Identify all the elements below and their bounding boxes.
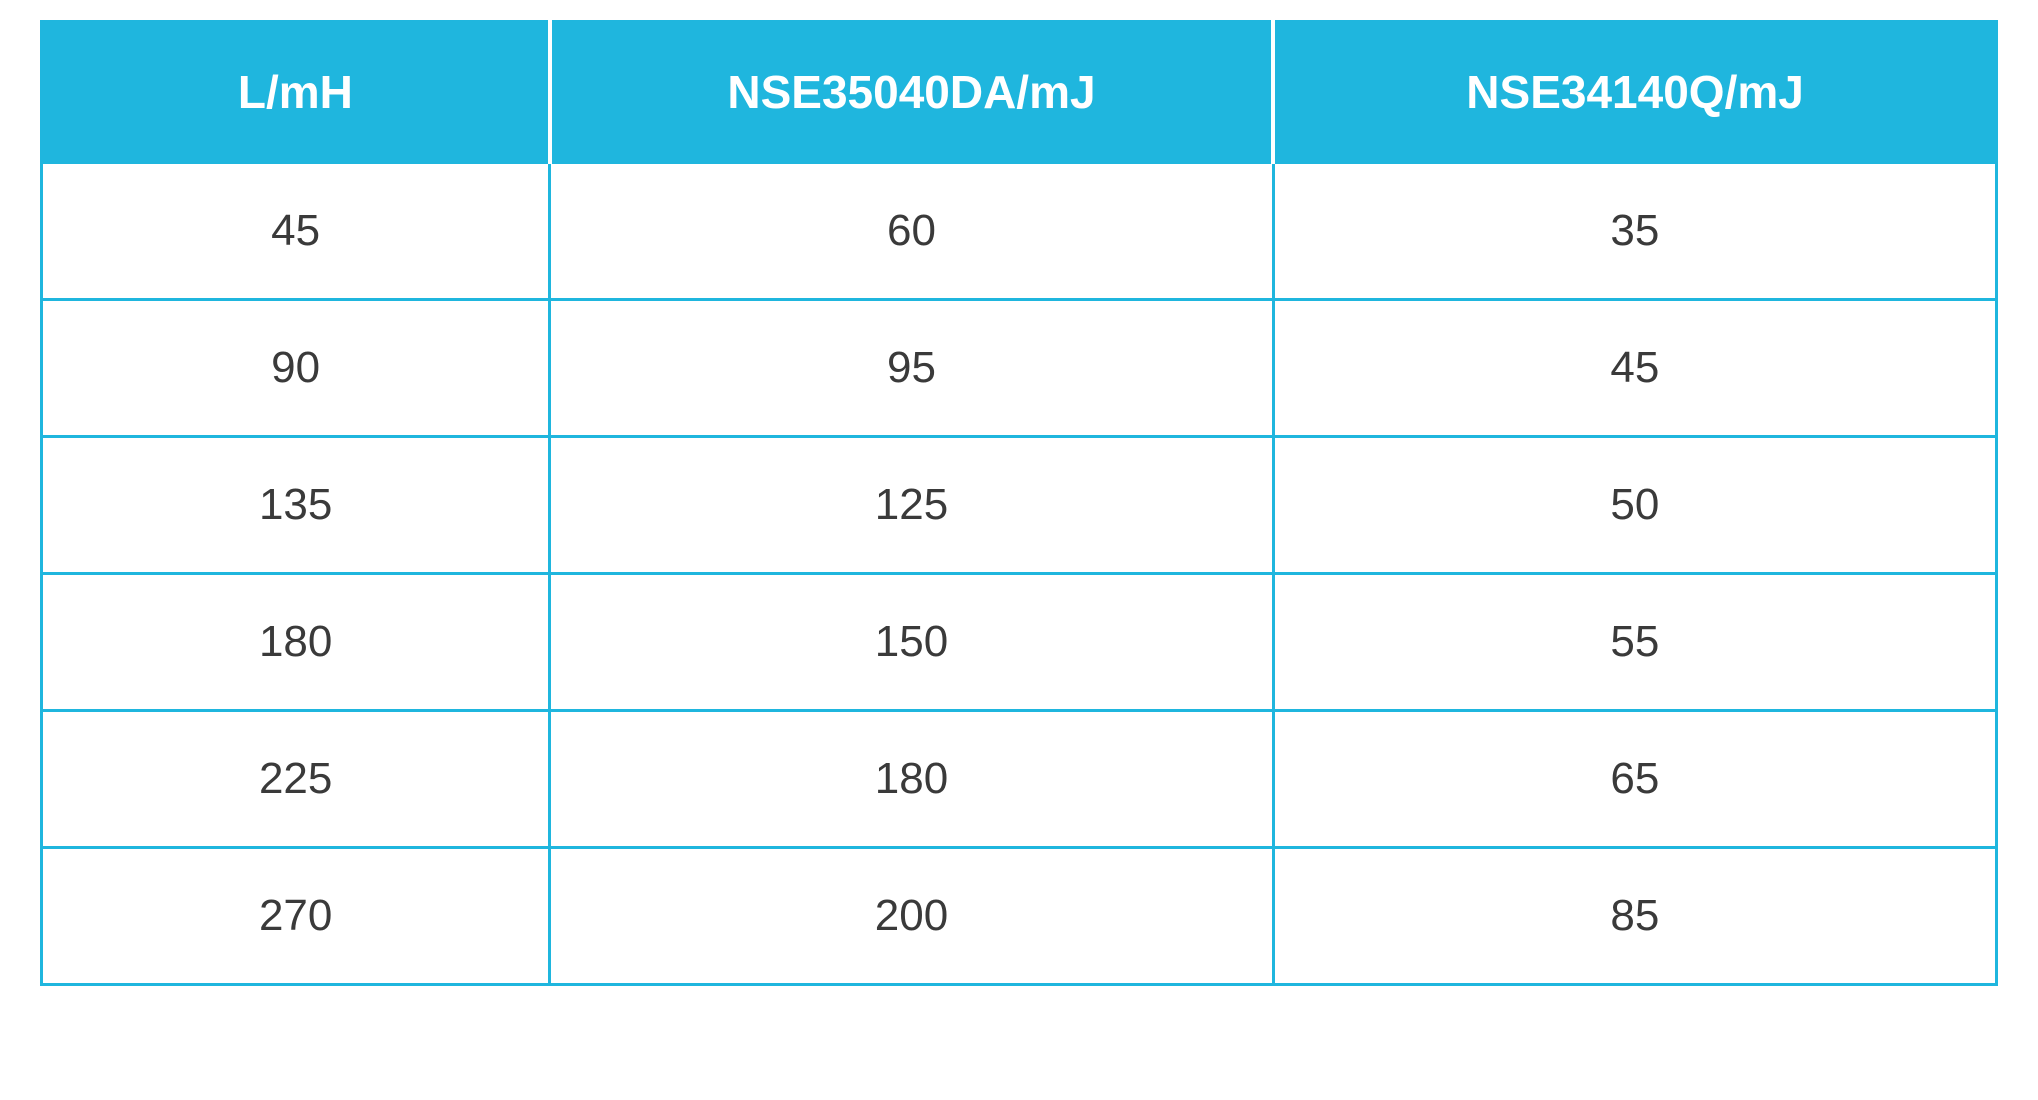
cell: 225 [42, 711, 550, 848]
cell: 90 [42, 300, 550, 437]
col-header-1: NSE35040DA/mJ [550, 22, 1273, 163]
data-table: L/mH NSE35040DA/mJ NSE34140Q/mJ 45 60 35… [40, 20, 1998, 986]
table-row: 90 95 45 [42, 300, 1997, 437]
table-row: 270 200 85 [42, 848, 1997, 985]
cell: 45 [1273, 300, 1996, 437]
cell: 85 [1273, 848, 1996, 985]
cell: 45 [42, 163, 550, 300]
cell: 60 [550, 163, 1273, 300]
cell: 65 [1273, 711, 1996, 848]
cell: 270 [42, 848, 550, 985]
col-header-2: NSE34140Q/mJ [1273, 22, 1996, 163]
cell: 180 [550, 711, 1273, 848]
cell: 35 [1273, 163, 1996, 300]
page: L/mH NSE35040DA/mJ NSE34140Q/mJ 45 60 35… [0, 0, 2038, 1100]
table-row: 180 150 55 [42, 574, 1997, 711]
cell: 50 [1273, 437, 1996, 574]
cell: 150 [550, 574, 1273, 711]
col-header-0: L/mH [42, 22, 550, 163]
cell: 200 [550, 848, 1273, 985]
table-head: L/mH NSE35040DA/mJ NSE34140Q/mJ [42, 22, 1997, 163]
cell: 55 [1273, 574, 1996, 711]
cell: 125 [550, 437, 1273, 574]
cell: 95 [550, 300, 1273, 437]
table-body: 45 60 35 90 95 45 135 125 50 180 150 55 … [42, 163, 1997, 985]
cell: 135 [42, 437, 550, 574]
table-row: 135 125 50 [42, 437, 1997, 574]
table-row: 225 180 65 [42, 711, 1997, 848]
table-row: 45 60 35 [42, 163, 1997, 300]
table-header-row: L/mH NSE35040DA/mJ NSE34140Q/mJ [42, 22, 1997, 163]
cell: 180 [42, 574, 550, 711]
